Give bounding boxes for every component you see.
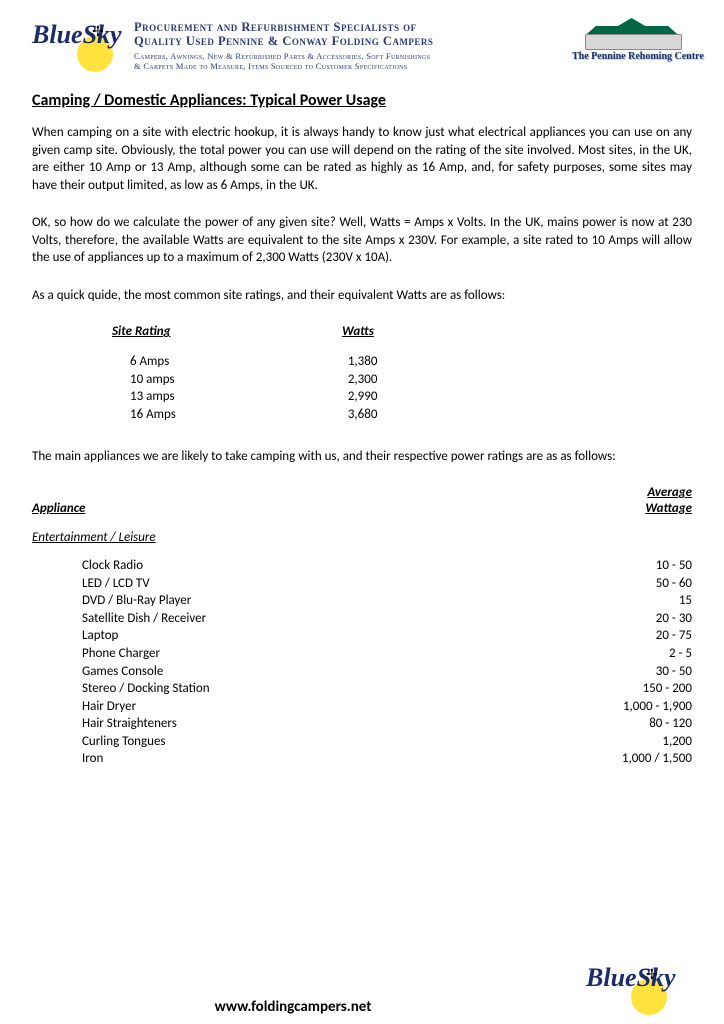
intro-paragraph-1: When camping on a site with electric hoo… xyxy=(32,124,692,194)
footer-url: www.foldingcampers.net xyxy=(0,998,586,1016)
cell-watts: 1,380 xyxy=(348,353,452,371)
header-title-line2: Quality Used Pennine & Conway Folding Ca… xyxy=(134,34,433,48)
bird-icon: ✢ xyxy=(92,23,104,40)
appliance-list: Clock Radio10 - 50LED / LCD TV50 - 60DVD… xyxy=(32,557,692,768)
page-title: Camping / Domestic Appliances: Typical P… xyxy=(32,91,692,110)
appliance-name: Iron xyxy=(32,750,592,768)
appliance-wattage: 20 - 75 xyxy=(592,627,692,645)
appliance-name: Laptop xyxy=(32,627,592,645)
header-title: Procurement and Refurbishment Specialist… xyxy=(134,20,560,49)
appliance-wattage: 20 - 30 xyxy=(592,610,692,628)
table-row: 13 amps2,990 xyxy=(112,388,452,406)
cell-watts: 2,990 xyxy=(348,388,452,406)
camper-badge: The Pennine Rehoming Centre xyxy=(572,18,692,62)
intro-paragraph-2: OK, so how do we calculate the power of … xyxy=(32,214,692,267)
page-footer: www.foldingcampers.net BlueSky ✢ xyxy=(0,961,724,1016)
intro-paragraph-4: The main appliances we are likely to tak… xyxy=(32,448,692,466)
col-header-wattage-line2: Wattage xyxy=(645,501,692,516)
list-item: Curling Tongues1,200 xyxy=(32,733,692,751)
col-header-wattage-line1: Average xyxy=(647,485,692,500)
cell-watts: 3,680 xyxy=(348,406,452,424)
col-header-wattage: Average Wattage xyxy=(622,485,692,516)
brand-logo-footer: BlueSky ✢ xyxy=(586,961,676,1016)
cell-rating: 6 Amps xyxy=(112,353,348,371)
header-sub-line1: Campers, Awnings, New & Refurbished Part… xyxy=(134,51,430,61)
appliance-wattage: 15 xyxy=(592,592,692,610)
appliance-wattage: 10 - 50 xyxy=(592,557,692,575)
list-item: Stereo / Docking Station150 - 200 xyxy=(32,680,692,698)
camper-tagline: The Pennine Rehoming Centre xyxy=(572,51,692,62)
appliance-category: Entertainment / Leisure xyxy=(32,530,692,545)
document-page: BlueSky ✢ Procurement and Refurbishment … xyxy=(0,0,724,1024)
list-item: Games Console30 - 50 xyxy=(32,663,692,681)
site-rating-table: Site Rating Watts 6 Amps1,38010 amps2,30… xyxy=(112,324,452,423)
list-item: Clock Radio10 - 50 xyxy=(32,557,692,575)
header-text-block: Procurement and Refurbishment Specialist… xyxy=(134,18,560,71)
list-item: Hair Dryer1,000 - 1,900 xyxy=(32,698,692,716)
list-item: LED / LCD TV50 - 60 xyxy=(32,575,692,593)
appliance-name: Curling Tongues xyxy=(32,733,592,751)
appliance-wattage: 1,200 xyxy=(592,733,692,751)
cell-watts: 2,300 xyxy=(348,371,452,389)
appliance-wattage: 1,000 / 1,500 xyxy=(592,750,692,768)
table-row: Site Rating Watts xyxy=(112,324,452,339)
appliance-name: Phone Charger xyxy=(32,645,592,663)
appliance-name: Hair Straighteners xyxy=(32,715,592,733)
appliance-wattage: 1,000 - 1,900 xyxy=(592,698,692,716)
appliance-name: Games Console xyxy=(32,663,592,681)
appliance-name: Stereo / Docking Station xyxy=(32,680,592,698)
camper-icon xyxy=(585,18,680,50)
list-item: Laptop20 - 75 xyxy=(32,627,692,645)
appliance-name: LED / LCD TV xyxy=(32,575,592,593)
page-header: BlueSky ✢ Procurement and Refurbishment … xyxy=(32,18,692,73)
header-sub-line2: & Carpets Made to Measure, Items Sourced… xyxy=(134,61,407,71)
appliance-wattage: 30 - 50 xyxy=(592,663,692,681)
header-subtitle: Campers, Awnings, New & Refurbished Part… xyxy=(134,51,560,71)
cell-rating: 13 amps xyxy=(112,388,348,406)
brand-logo: BlueSky ✢ xyxy=(32,18,122,73)
appliance-wattage: 50 - 60 xyxy=(592,575,692,593)
header-title-line1: Procurement and Refurbishment Specialist… xyxy=(134,20,417,34)
cell-rating: 10 amps xyxy=(112,371,348,389)
list-item: DVD / Blu-Ray Player15 xyxy=(32,592,692,610)
list-item: Hair Straighteners80 - 120 xyxy=(32,715,692,733)
appliance-name: Clock Radio xyxy=(32,557,592,575)
cell-rating: 16 Amps xyxy=(112,406,348,424)
table-row: 16 Amps3,680 xyxy=(112,406,452,424)
list-item: Iron1,000 / 1,500 xyxy=(32,750,692,768)
col-header-rating: Site Rating xyxy=(112,324,342,339)
brand-wordmark: BlueSky xyxy=(586,963,676,993)
list-item: Phone Charger2 - 5 xyxy=(32,645,692,663)
appliance-wattage: 150 - 200 xyxy=(592,680,692,698)
appliance-name: Hair Dryer xyxy=(32,698,592,716)
table-row: 10 amps2,300 xyxy=(112,371,452,389)
appliance-wattage: 2 - 5 xyxy=(592,645,692,663)
list-item: Satellite Dish / Receiver20 - 30 xyxy=(32,610,692,628)
brand-wordmark: BlueSky xyxy=(32,20,122,50)
col-header-appliance: Appliance xyxy=(32,501,622,516)
appliance-name: DVD / Blu-Ray Player xyxy=(32,592,592,610)
table-row: 6 Amps1,380 xyxy=(112,353,452,371)
col-header-watts: Watts xyxy=(342,324,452,339)
bird-icon: ✢ xyxy=(646,966,658,983)
appliance-name: Satellite Dish / Receiver xyxy=(32,610,592,628)
appliance-table-header: Appliance Average Wattage xyxy=(32,485,692,516)
appliance-wattage: 80 - 120 xyxy=(592,715,692,733)
intro-paragraph-3: As a quick quide, the most common site r… xyxy=(32,287,692,305)
